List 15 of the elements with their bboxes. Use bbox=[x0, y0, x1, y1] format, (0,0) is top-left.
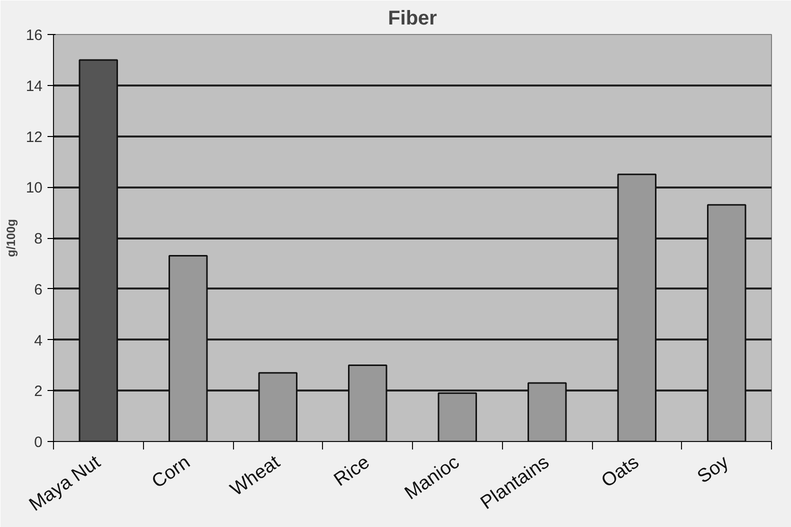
x-tick-label: Corn bbox=[148, 452, 194, 493]
y-axis-title: g/100g bbox=[4, 218, 18, 258]
y-tick-label: 4 bbox=[34, 332, 42, 350]
y-tick-label: 16 bbox=[26, 27, 43, 44]
x-tick-label: Soy bbox=[694, 452, 734, 488]
x-tick-label: Oats bbox=[598, 452, 643, 492]
y-tick-label: 2 bbox=[34, 383, 42, 400]
y-tick-label: 8 bbox=[34, 230, 42, 248]
y-tick-label: 6 bbox=[34, 281, 42, 298]
y-tick-label: 14 bbox=[26, 78, 43, 95]
chart-title: Fiber bbox=[388, 8, 438, 30]
y-tick-label: 12 bbox=[26, 128, 43, 146]
x-tick-label: Rice bbox=[330, 452, 374, 491]
y-tick-label: 10 bbox=[26, 180, 43, 197]
y-tick-label: 0 bbox=[34, 434, 42, 451]
